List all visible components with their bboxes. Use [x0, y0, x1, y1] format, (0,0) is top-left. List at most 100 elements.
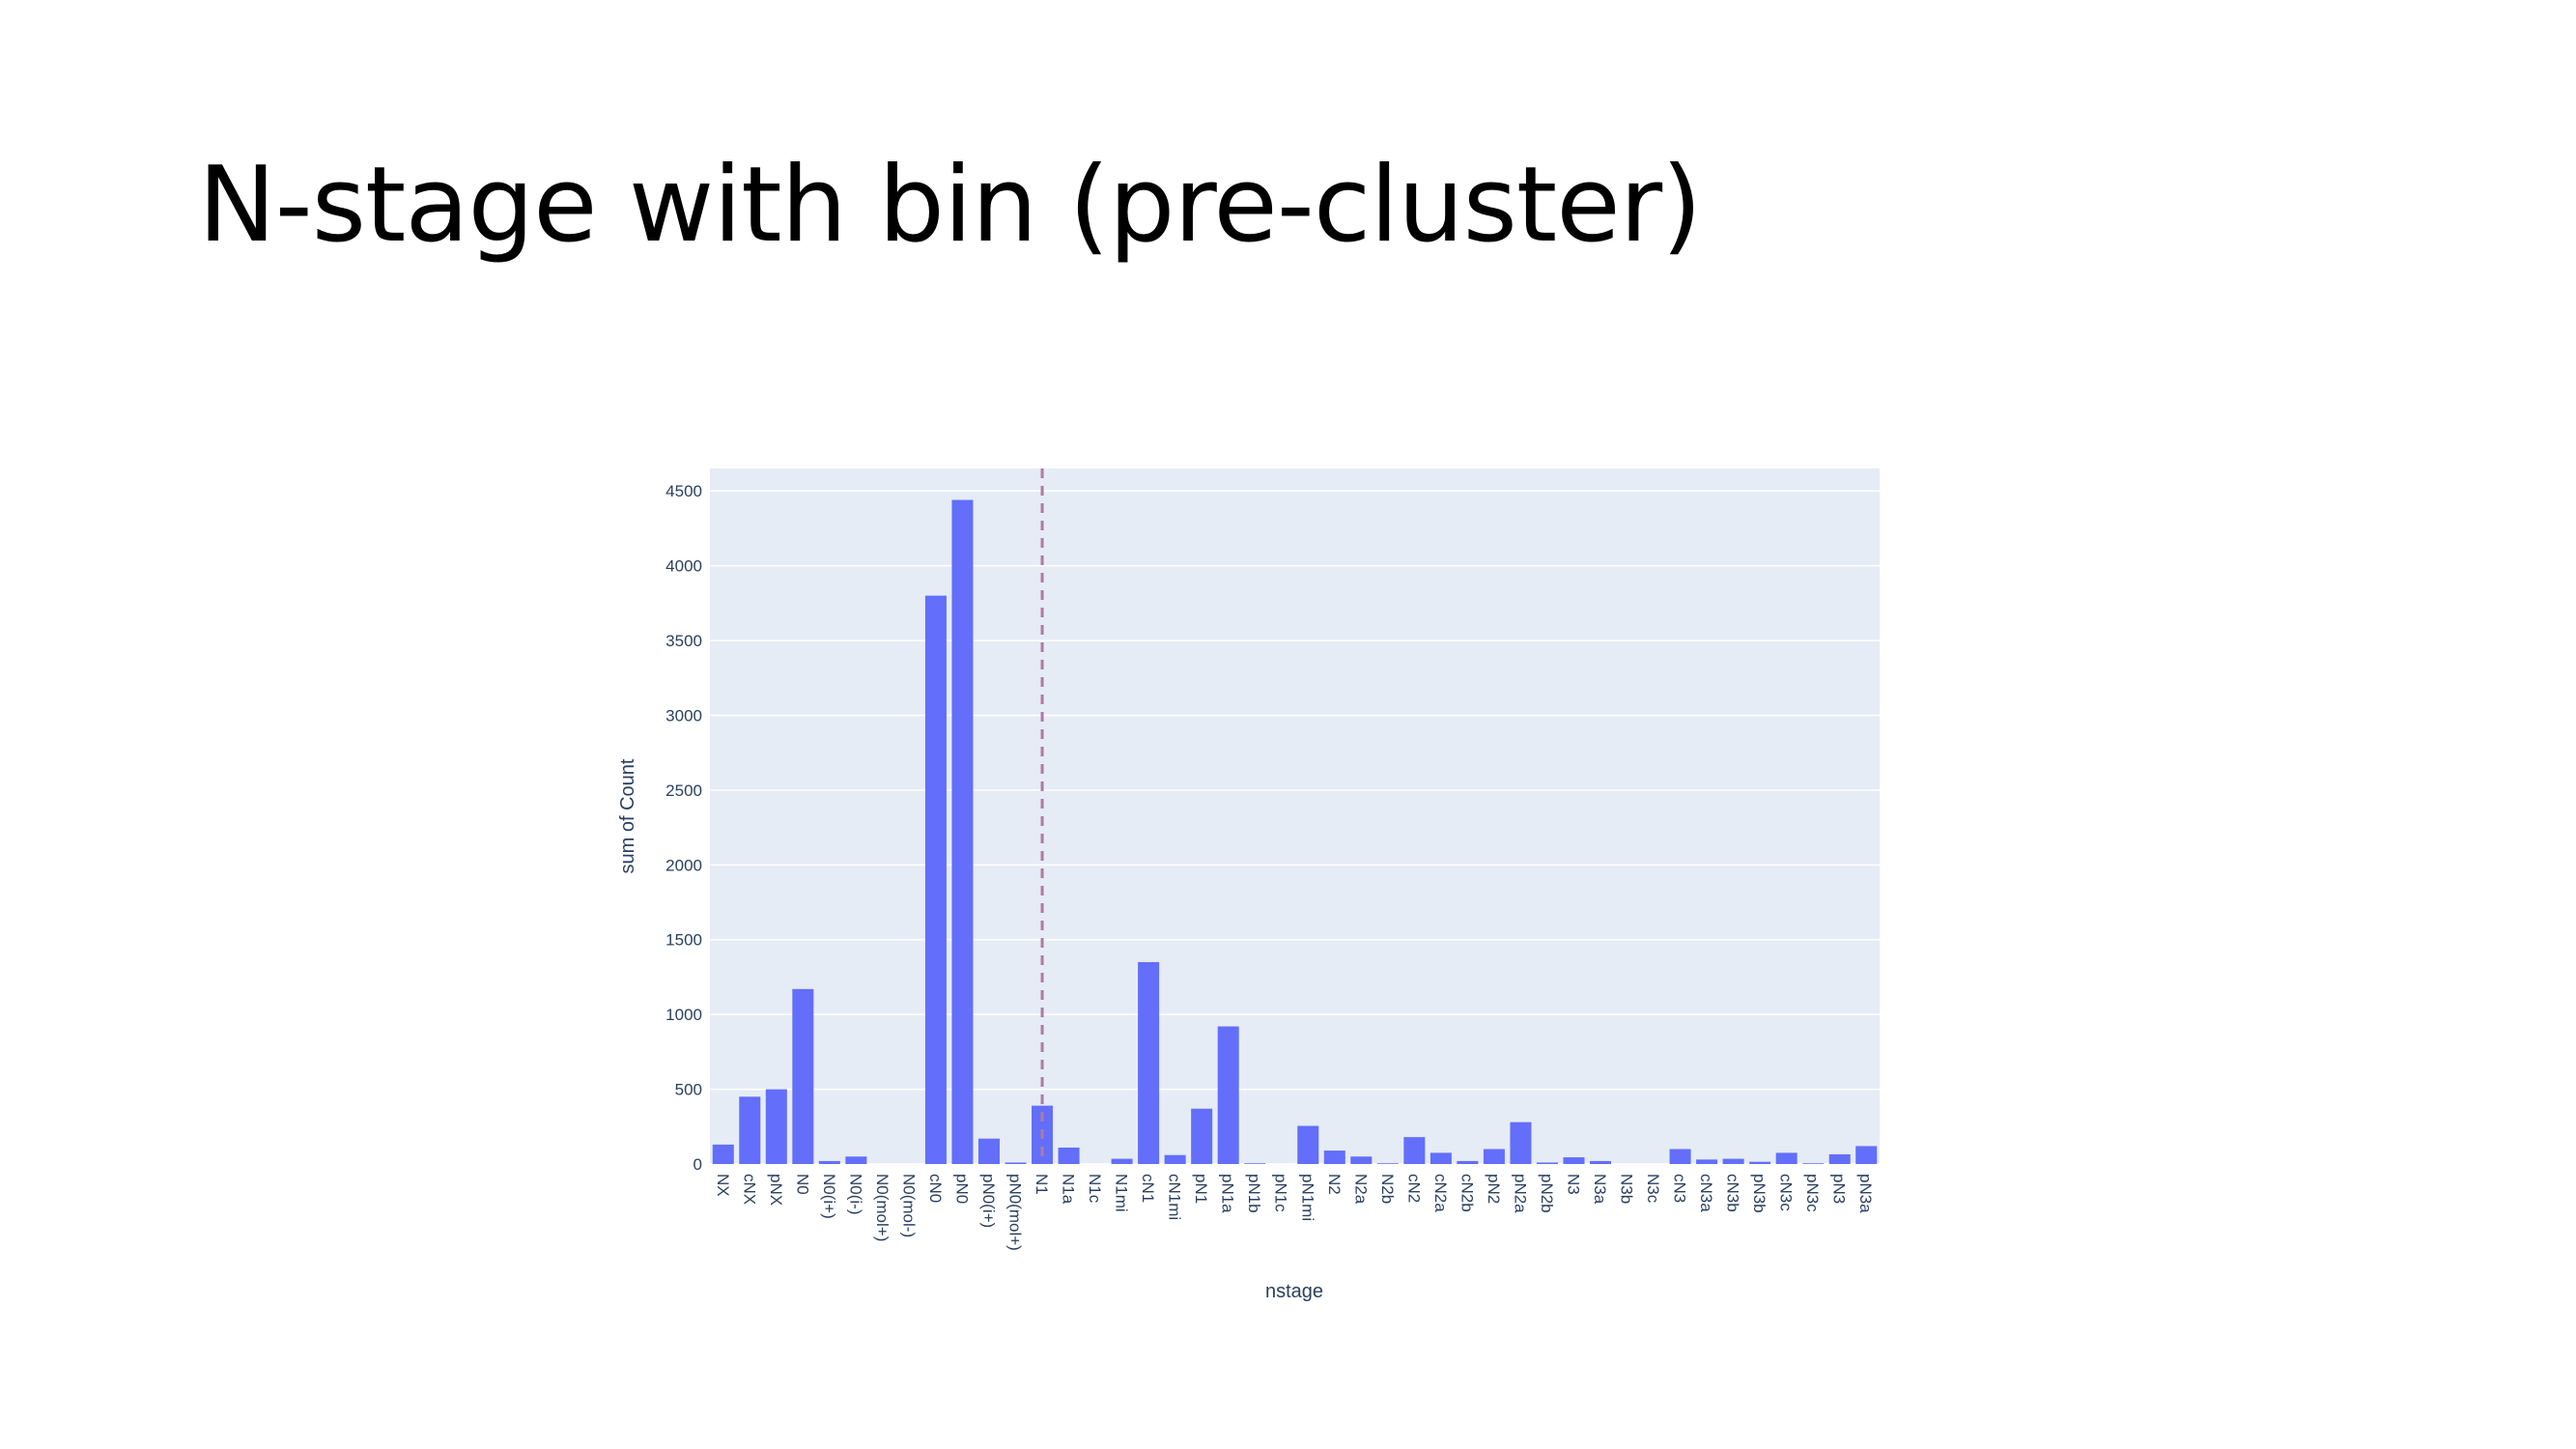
x-tick-label: N3a [1591, 1174, 1609, 1205]
y-tick-label: 0 [694, 1155, 702, 1174]
plot-area [710, 469, 1880, 1164]
x-tick-label: cNX [740, 1174, 758, 1205]
x-tick-label: cN1 [1139, 1174, 1157, 1203]
x-tick-label: NX [714, 1174, 732, 1197]
bar-pN1mi [1297, 1125, 1319, 1164]
bar-cN1 [1138, 961, 1160, 1164]
x-tick-label: cN0 [926, 1174, 945, 1203]
x-tick-label: cN2 [1404, 1174, 1423, 1203]
x-tick-label: N3b [1618, 1174, 1636, 1204]
x-tick-label: pN2 [1485, 1174, 1503, 1204]
bar-N0 [792, 988, 814, 1164]
x-tick-label: pN0 [952, 1174, 971, 1204]
x-tick-label: N2a [1351, 1174, 1370, 1205]
x-tick-label: pN3a [1856, 1174, 1875, 1213]
bar-pN3c [1802, 1163, 1825, 1164]
x-tick-label: N0(i-) [846, 1174, 864, 1215]
x-tick-label: pN1mi [1298, 1174, 1316, 1221]
bar-cN2b [1457, 1160, 1479, 1164]
bar-cN3c [1775, 1152, 1798, 1164]
bar-pN2b [1536, 1162, 1558, 1164]
x-tick-label: pN2a [1511, 1174, 1529, 1213]
x-tick-label: N2b [1378, 1174, 1397, 1204]
x-tick-label: N1c [1086, 1174, 1104, 1204]
y-tick-label: 1500 [665, 931, 702, 950]
x-tick-label: N3c [1644, 1174, 1662, 1204]
x-tick-label: cN2a [1431, 1174, 1450, 1212]
x-tick-label: N1a [1060, 1174, 1078, 1205]
bar-N2 [1323, 1151, 1345, 1164]
bar-cN3 [1669, 1149, 1691, 1164]
y-axis-ticks: 0 500 1000 1500 2000 2500 3000 3500 4000 4500 [665, 482, 702, 1174]
x-tick-label: N0(i+) [820, 1174, 838, 1219]
y-axis-title: sum of Count [617, 758, 638, 873]
x-axis-ticks: NX cNX pNX N0 N0(i+) N0(i-) N0(mol+) N0(mol-) cN… [714, 1174, 1875, 1251]
y-tick-label: 4000 [665, 557, 702, 576]
x-tick-label: N1 [1033, 1174, 1051, 1195]
y-gridlines [710, 490, 1880, 1165]
x-tick-label: pN1c [1272, 1174, 1290, 1212]
bar-cN3a [1696, 1159, 1718, 1164]
y-tick-label: 2500 [665, 781, 702, 800]
bar-pN2 [1483, 1149, 1505, 1164]
y-tick-label: 3000 [665, 706, 702, 724]
bar-pNX [765, 1089, 787, 1164]
bar-N1mi [1111, 1158, 1133, 1164]
bar-series [712, 499, 1878, 1164]
x-tick-label: pN1 [1192, 1174, 1210, 1204]
bar-cN2a [1430, 1152, 1452, 1164]
bar-pN3a [1855, 1146, 1878, 1164]
x-tick-label: cN2b [1458, 1174, 1476, 1212]
bar-pN1 [1191, 1108, 1213, 1164]
bar-N2b [1376, 1163, 1399, 1164]
bar-N1a [1058, 1147, 1080, 1164]
bar-pN1b [1244, 1163, 1266, 1164]
x-tick-label: pN2b [1538, 1174, 1556, 1213]
x-tick-label: N0(mol-) [899, 1174, 918, 1237]
x-tick-label: N1mi [1113, 1174, 1131, 1212]
bar-cN2 [1403, 1137, 1426, 1164]
bar-cN0 [924, 595, 947, 1164]
x-tick-label: pN1a [1219, 1174, 1237, 1213]
bar-cNX [739, 1096, 761, 1164]
x-tick-label: cN3c [1777, 1174, 1796, 1211]
bar-pN3b [1749, 1161, 1771, 1164]
bar-N0(i+) [818, 1160, 840, 1164]
bar-pN0(mol+) [1005, 1162, 1027, 1164]
x-tick-label: N0 [793, 1174, 811, 1195]
bar-N3a [1590, 1160, 1612, 1164]
x-tick-label: cN3a [1697, 1174, 1715, 1212]
x-tick-label: cN1mi [1166, 1174, 1184, 1220]
bar-pN3 [1828, 1153, 1851, 1164]
bar-N2a [1350, 1156, 1373, 1164]
bar-pN2a [1510, 1122, 1532, 1164]
bar-cN3b [1722, 1158, 1744, 1164]
bar-pN0 [951, 499, 974, 1164]
bar-N3 [1563, 1157, 1585, 1164]
y-tick-label: 3500 [665, 632, 702, 650]
x-tick-label: cN3 [1671, 1174, 1689, 1203]
bar-pN0(i+) [977, 1138, 1000, 1164]
bar-NX [712, 1144, 734, 1164]
x-axis-title: nstage [1265, 1281, 1323, 1302]
x-tick-label: pN3 [1830, 1174, 1849, 1204]
x-tick-label: pNX [767, 1174, 785, 1206]
slide-title: N-stage with bin (pre-cluster) [198, 145, 1702, 266]
x-tick-label: N2 [1325, 1174, 1344, 1195]
x-tick-label: pN0(mol+) [1006, 1174, 1025, 1251]
y-tick-label: 500 [675, 1081, 702, 1099]
bar-cN1mi [1164, 1154, 1186, 1164]
x-tick-label: pN0(i+) [979, 1174, 998, 1228]
x-tick-label: N3 [1564, 1174, 1582, 1195]
x-tick-label: pN3c [1803, 1174, 1822, 1212]
bar-N0(i-) [845, 1156, 867, 1164]
y-tick-label: 1000 [665, 1006, 702, 1024]
y-tick-label: 4500 [665, 482, 702, 500]
x-tick-label: pN3b [1750, 1174, 1769, 1213]
x-tick-label: pN1b [1245, 1174, 1263, 1213]
y-tick-label: 2000 [665, 856, 702, 874]
bar-pN1a [1217, 1026, 1239, 1164]
x-tick-label: N0(mol+) [873, 1174, 892, 1241]
x-tick-label: cN3b [1724, 1174, 1742, 1212]
